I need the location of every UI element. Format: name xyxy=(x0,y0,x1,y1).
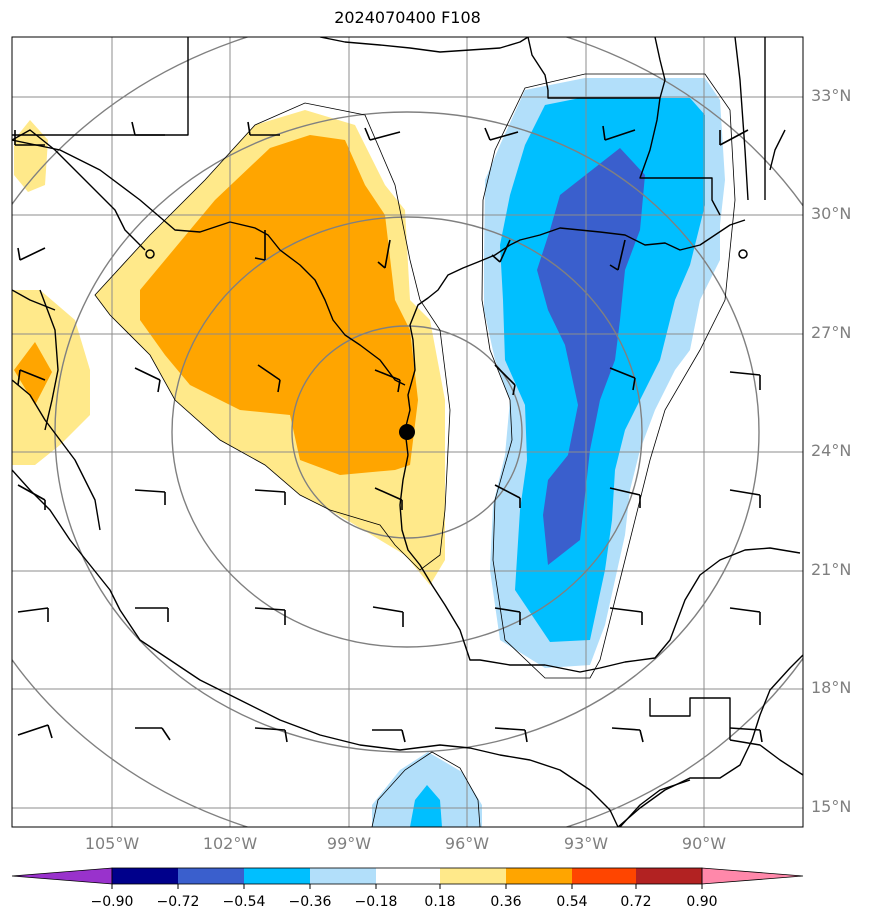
baja-coastline xyxy=(12,289,101,531)
map-frame xyxy=(11,36,804,828)
colorbar-label-5: −0.18 xyxy=(354,894,398,910)
colorbar-bin-5 xyxy=(376,868,440,884)
mississippi-alabama-border xyxy=(734,37,786,201)
central-america-border xyxy=(649,697,803,776)
lat-label-33n: 33°N xyxy=(811,86,852,105)
colorbar-min-extend xyxy=(11,867,113,885)
colorbar-label-4: −0.36 xyxy=(288,894,332,910)
wind-barbs xyxy=(14,121,763,743)
island-marker-west xyxy=(145,249,155,259)
colorbar-frame xyxy=(111,867,703,885)
lon-label-90w: 90°W xyxy=(681,834,727,853)
storm-center-dot xyxy=(399,424,415,440)
lon-label-96w: 96°W xyxy=(444,834,490,853)
colorbar-bin-7 xyxy=(506,868,572,884)
louisiana-state-borders xyxy=(547,37,721,216)
negative-anomaly-strong xyxy=(537,148,645,565)
lat-label-18n: 18°N xyxy=(811,678,852,697)
range-rings xyxy=(12,37,803,827)
lat-label-24n: 24°N xyxy=(811,441,852,460)
yucatan-coastline xyxy=(617,654,803,827)
colorbar-bin-9 xyxy=(636,868,702,884)
colorbar-bin-6 xyxy=(440,868,506,884)
coastlines-and-borders xyxy=(12,37,803,827)
colorbar-label-8: 0.54 xyxy=(556,894,588,910)
colorbar-bin-1 xyxy=(112,868,178,884)
lat-label-30n: 30°N xyxy=(811,204,852,223)
guatemala-border xyxy=(619,779,691,827)
colorbar-label-10: 0.90 xyxy=(686,894,718,910)
island-marker-east xyxy=(738,249,748,259)
lat-label-21n: 21°N xyxy=(811,560,852,579)
colorbar xyxy=(11,867,804,889)
texas-oklahoma-border xyxy=(319,37,529,53)
negative-anomaly-south-mid xyxy=(410,785,442,827)
map-title: 2024070400 F108 xyxy=(334,8,481,27)
colorbar-label-2: −0.72 xyxy=(156,894,200,910)
colorbar-bin-3 xyxy=(244,868,310,884)
colorbar-bin-2 xyxy=(178,868,244,884)
lon-label-93w: 93°W xyxy=(563,834,609,853)
colorbar-bin-8 xyxy=(572,868,636,884)
lat-label-27n: 27°N xyxy=(811,323,852,342)
colorbar-bin-4 xyxy=(310,868,376,884)
colorbar-label-1: −0.90 xyxy=(90,894,134,910)
colorbar-label-6: 0.18 xyxy=(424,894,456,910)
texas-louisiana-border xyxy=(527,37,549,91)
colorbar-label-9: 0.72 xyxy=(620,894,652,910)
lon-label-102w: 102°W xyxy=(202,834,258,853)
mexico-us-border xyxy=(12,139,406,386)
lon-label-105w: 105°W xyxy=(84,834,140,853)
colorbar-label-7: 0.36 xyxy=(490,894,522,910)
colorbar-max-extend xyxy=(701,867,804,885)
texas-state-border xyxy=(12,37,189,136)
mexico-gulf-coastline xyxy=(399,454,801,673)
graticule xyxy=(12,37,803,827)
lat-label-15n: 15°N xyxy=(811,797,852,816)
colorbar-label-3: −0.54 xyxy=(222,894,266,910)
lon-label-99w: 99°W xyxy=(326,834,372,853)
positive-anomaly-west-core xyxy=(14,342,52,405)
us-gulf-coastline xyxy=(404,219,746,456)
